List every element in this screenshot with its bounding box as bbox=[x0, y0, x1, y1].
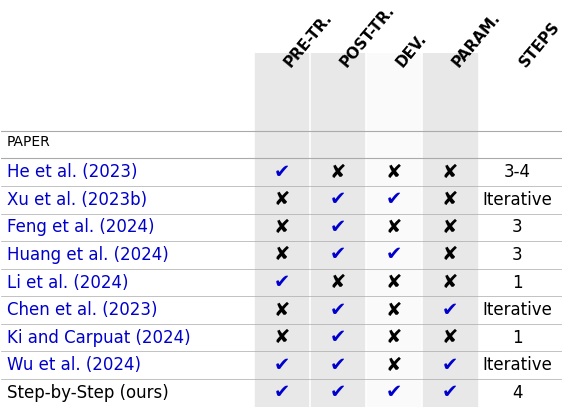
Text: ✔: ✔ bbox=[386, 190, 402, 209]
Text: 4: 4 bbox=[512, 384, 522, 402]
Text: ✔: ✔ bbox=[329, 356, 346, 375]
Text: 3: 3 bbox=[512, 218, 522, 236]
Text: STEPS: STEPS bbox=[517, 19, 563, 70]
Text: Chen et al. (2023): Chen et al. (2023) bbox=[7, 301, 157, 319]
Text: Step-by-Step (ours): Step-by-Step (ours) bbox=[7, 384, 169, 402]
Text: Li et al. (2024): Li et al. (2024) bbox=[7, 273, 129, 291]
Text: PARAM.: PARAM. bbox=[450, 10, 503, 70]
Text: PRE-TR.: PRE-TR. bbox=[282, 10, 335, 70]
Text: ✘: ✘ bbox=[273, 218, 290, 237]
Text: ✘: ✘ bbox=[441, 190, 458, 209]
Text: ✘: ✘ bbox=[386, 273, 402, 292]
Text: ✔: ✔ bbox=[273, 356, 290, 375]
Text: Feng et al. (2024): Feng et al. (2024) bbox=[7, 218, 154, 236]
Text: ✘: ✘ bbox=[386, 356, 402, 375]
Text: ✘: ✘ bbox=[273, 328, 290, 347]
Text: ✔: ✔ bbox=[329, 301, 346, 319]
Text: ✘: ✘ bbox=[441, 246, 458, 264]
Text: ✔: ✔ bbox=[441, 301, 458, 319]
Text: ✘: ✘ bbox=[386, 301, 402, 319]
Text: ✔: ✔ bbox=[329, 246, 346, 264]
Bar bbox=[367, 53, 420, 407]
Text: Huang et al. (2024): Huang et al. (2024) bbox=[7, 246, 169, 264]
Text: ✘: ✘ bbox=[441, 163, 458, 182]
Text: ✘: ✘ bbox=[441, 218, 458, 237]
Text: ✔: ✔ bbox=[273, 163, 290, 182]
Text: Iterative: Iterative bbox=[482, 301, 552, 319]
Text: Iterative: Iterative bbox=[482, 356, 552, 374]
Text: ✔: ✔ bbox=[441, 356, 458, 375]
Text: ✔: ✔ bbox=[329, 328, 346, 347]
Text: ✔: ✔ bbox=[386, 246, 402, 264]
Text: Xu et al. (2023b): Xu et al. (2023b) bbox=[7, 191, 147, 209]
Text: Iterative: Iterative bbox=[482, 191, 552, 209]
Text: Wu et al. (2024): Wu et al. (2024) bbox=[7, 356, 141, 374]
Text: ✔: ✔ bbox=[273, 384, 290, 402]
Text: ✘: ✘ bbox=[441, 328, 458, 347]
Bar bbox=[311, 53, 364, 407]
Text: 1: 1 bbox=[512, 329, 522, 347]
Text: 3: 3 bbox=[512, 246, 522, 264]
Text: ✘: ✘ bbox=[273, 190, 290, 209]
Bar bbox=[255, 53, 308, 407]
Text: ✔: ✔ bbox=[386, 384, 402, 402]
Text: ✘: ✘ bbox=[329, 273, 346, 292]
Text: ✘: ✘ bbox=[273, 246, 290, 264]
Text: ✘: ✘ bbox=[441, 273, 458, 292]
Text: ✔: ✔ bbox=[273, 273, 290, 292]
Text: ✘: ✘ bbox=[386, 163, 402, 182]
Text: DEV.: DEV. bbox=[394, 31, 430, 70]
Text: 1: 1 bbox=[512, 273, 522, 291]
Text: ✘: ✘ bbox=[386, 328, 402, 347]
Text: ✔: ✔ bbox=[329, 384, 346, 402]
Text: ✘: ✘ bbox=[386, 218, 402, 237]
Text: ✘: ✘ bbox=[273, 301, 290, 319]
Text: ✔: ✔ bbox=[329, 190, 346, 209]
Bar bbox=[423, 53, 476, 407]
Text: 3-4: 3-4 bbox=[503, 163, 530, 181]
Text: ✔: ✔ bbox=[441, 384, 458, 402]
Text: Ki and Carpuat (2024): Ki and Carpuat (2024) bbox=[7, 329, 191, 347]
Text: POST-TR.: POST-TR. bbox=[338, 2, 398, 70]
Text: ✘: ✘ bbox=[329, 163, 346, 182]
Text: He et al. (2023): He et al. (2023) bbox=[7, 163, 138, 181]
Text: PAPER: PAPER bbox=[7, 135, 51, 149]
Text: ✔: ✔ bbox=[329, 218, 346, 237]
